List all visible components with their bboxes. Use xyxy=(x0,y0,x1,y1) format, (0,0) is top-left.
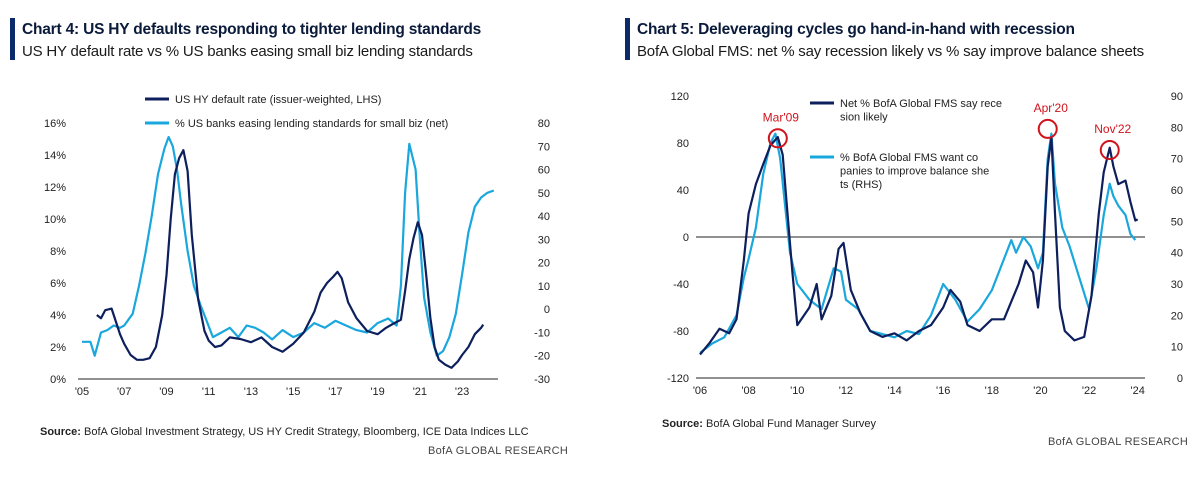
chart4-x-tick: '13 xyxy=(244,386,258,398)
chart4-x-tick: '09 xyxy=(159,386,173,398)
chart5-x-tick: '06 xyxy=(693,385,707,397)
chart4-source: Source: BofA Global Investment Strategy,… xyxy=(40,426,529,438)
chart4-y-left-tick: 14% xyxy=(44,150,66,162)
chart5-y-left-tick: 40 xyxy=(677,185,689,197)
chart5-annotation-label: Nov'22 xyxy=(1094,122,1131,136)
chart5-y-right-tick: 50 xyxy=(1171,216,1183,228)
chart4-y-right-tick: 30 xyxy=(538,234,550,246)
chart4-y-right-tick: -20 xyxy=(534,351,550,363)
chart5-y-right-tick: 80 xyxy=(1171,122,1183,134)
chart4-y-left-tick: 0% xyxy=(50,374,66,386)
chart4-panel: Chart 4: US HY defaults responding to ti… xyxy=(0,0,600,487)
chart4-y-left-tick: 6% xyxy=(50,278,66,290)
chart4-y-left-tick: 16% xyxy=(44,118,66,130)
chart5-subtitle: BofA Global FMS: net % say recession lik… xyxy=(637,43,1144,60)
chart4-y-right-tick: -10 xyxy=(534,327,550,339)
chart4-y-left-tick: 12% xyxy=(44,182,66,194)
chart5-y-left-tick: 0 xyxy=(683,232,689,244)
chart4-y-right-tick: 70 xyxy=(538,141,550,153)
chart5-annotation-circle xyxy=(767,128,788,149)
chart4-y-right-tick: 50 xyxy=(538,188,550,200)
chart4-x-tick: '11 xyxy=(202,386,216,398)
chart4-x-tick: '07 xyxy=(117,386,131,398)
chart4-title: Chart 4: US HY defaults responding to ti… xyxy=(22,21,482,38)
chart5-source-label: Source: xyxy=(662,418,703,430)
chart5-legend-label: sion likely xyxy=(840,112,888,124)
chart5-x-tick: '14 xyxy=(887,385,901,397)
chart4-y-right-tick: 20 xyxy=(538,258,550,270)
chart4-x-tick: '21 xyxy=(413,386,427,398)
chart5-y-right-tick: 60 xyxy=(1171,185,1183,197)
chart4-y-right-tick: -30 xyxy=(534,374,550,386)
chart4-x-tick: '15 xyxy=(286,386,300,398)
chart4-x-tick: '05 xyxy=(75,386,89,398)
chart5-y-left-tick: -120 xyxy=(667,373,689,385)
chart5-brand: BofA GLOBAL RESEARCH xyxy=(1048,436,1189,448)
chart4-series-line xyxy=(96,149,485,369)
chart5-y-left-tick: 120 xyxy=(671,91,689,103)
chart4-subtitle: US HY default rate vs % US banks easing … xyxy=(22,43,473,60)
chart5-y-right-tick: 0 xyxy=(1177,373,1183,385)
chart5-y-right-tick: 30 xyxy=(1171,279,1183,291)
chart4-y-left-tick: 10% xyxy=(44,214,66,226)
chart5-y-left-tick: -40 xyxy=(673,279,689,291)
chart5-annotation-label: Apr'20 xyxy=(1034,101,1069,115)
chart4-x-tick: '17 xyxy=(328,386,342,398)
chart5-y-right-tick: 40 xyxy=(1171,248,1183,260)
chart5-y-right-tick: 70 xyxy=(1171,154,1183,166)
chart5-x-tick: '16 xyxy=(936,385,950,397)
chart5-plot: '06 '08 '10 '12 '14 '16 '18 '20 '22 '24 -120 -80 -40… xyxy=(667,91,1183,397)
chart5-y-right-tick: 90 xyxy=(1171,91,1183,103)
chart5-y-right-tick: 10 xyxy=(1171,342,1183,354)
chart5-y-left-tick: -80 xyxy=(673,326,689,338)
chart4-x-tick: '23 xyxy=(455,386,469,398)
chart4-y-left-tick: 4% xyxy=(50,310,66,322)
chart4-y-left-tick: 2% xyxy=(50,342,66,354)
chart4-y-right-tick: 0 xyxy=(544,304,550,316)
chart4-source-label: Source: xyxy=(40,426,81,438)
chart5-title: Chart 5: Deleveraging cycles go hand-in-… xyxy=(637,21,1075,38)
chart5-x-tick: '22 xyxy=(1082,385,1096,397)
chart5-legend-label: ts (RHS) xyxy=(840,179,882,191)
chart5-accent-bar xyxy=(625,18,630,60)
chart4-y-right-tick: 80 xyxy=(538,118,550,130)
chart4-source-text: BofA Global Investment Strategy, US HY C… xyxy=(84,426,529,438)
chart4-brand: BofA GLOBAL RESEARCH xyxy=(428,445,569,457)
chart5-x-tick: '12 xyxy=(839,385,853,397)
chart5-annotation-label: Mar'09 xyxy=(763,110,800,124)
chart5-source: Source: BofA Global Fund Manager Survey xyxy=(662,418,876,430)
chart5-legend-label: Net % BofA Global FMS say rece xyxy=(840,98,1002,110)
chart5-series-line xyxy=(699,132,1137,354)
chart4-legend-label: US HY default rate (issuer-weighted, LHS… xyxy=(175,94,381,106)
chart5-source-text: BofA Global Fund Manager Survey xyxy=(706,418,877,430)
chart5-y-left-tick: 80 xyxy=(677,138,689,150)
chart4-y-right-tick: 60 xyxy=(538,165,550,177)
chart4-plot: '05 '07 '09 '11 '13 '15 '17 '19 '21 '23 0% 2% 4% 6% 8%… xyxy=(44,94,550,398)
chart4-accent-bar xyxy=(10,18,15,60)
chart4-y-left-tick: 8% xyxy=(50,246,66,258)
chart5-panel: Chart 5: Deleveraging cycles go hand-in-… xyxy=(615,0,1203,487)
chart4-y-right-tick: 40 xyxy=(538,211,550,223)
chart5-y-right-tick: 20 xyxy=(1171,310,1183,322)
chart5-x-tick: '24 xyxy=(1131,385,1145,397)
chart5-legend-label: % BofA Global FMS want co xyxy=(840,152,978,164)
chart5-x-tick: '18 xyxy=(985,385,999,397)
chart4-y-right-tick: 10 xyxy=(538,281,550,293)
chart4-x-tick: '19 xyxy=(370,386,384,398)
chart5-x-tick: '20 xyxy=(1033,385,1047,397)
chart5-series-line xyxy=(699,136,1139,356)
chart5-annotation-circle xyxy=(1037,118,1058,139)
chart5-annotation-circle xyxy=(1099,140,1120,161)
chart5-x-tick: '08 xyxy=(741,385,755,397)
chart4-legend-label: % US banks easing lending standards for … xyxy=(175,118,448,130)
chart5-legend-label: panies to improve balance she xyxy=(840,166,989,178)
chart5-x-tick: '10 xyxy=(790,385,804,397)
